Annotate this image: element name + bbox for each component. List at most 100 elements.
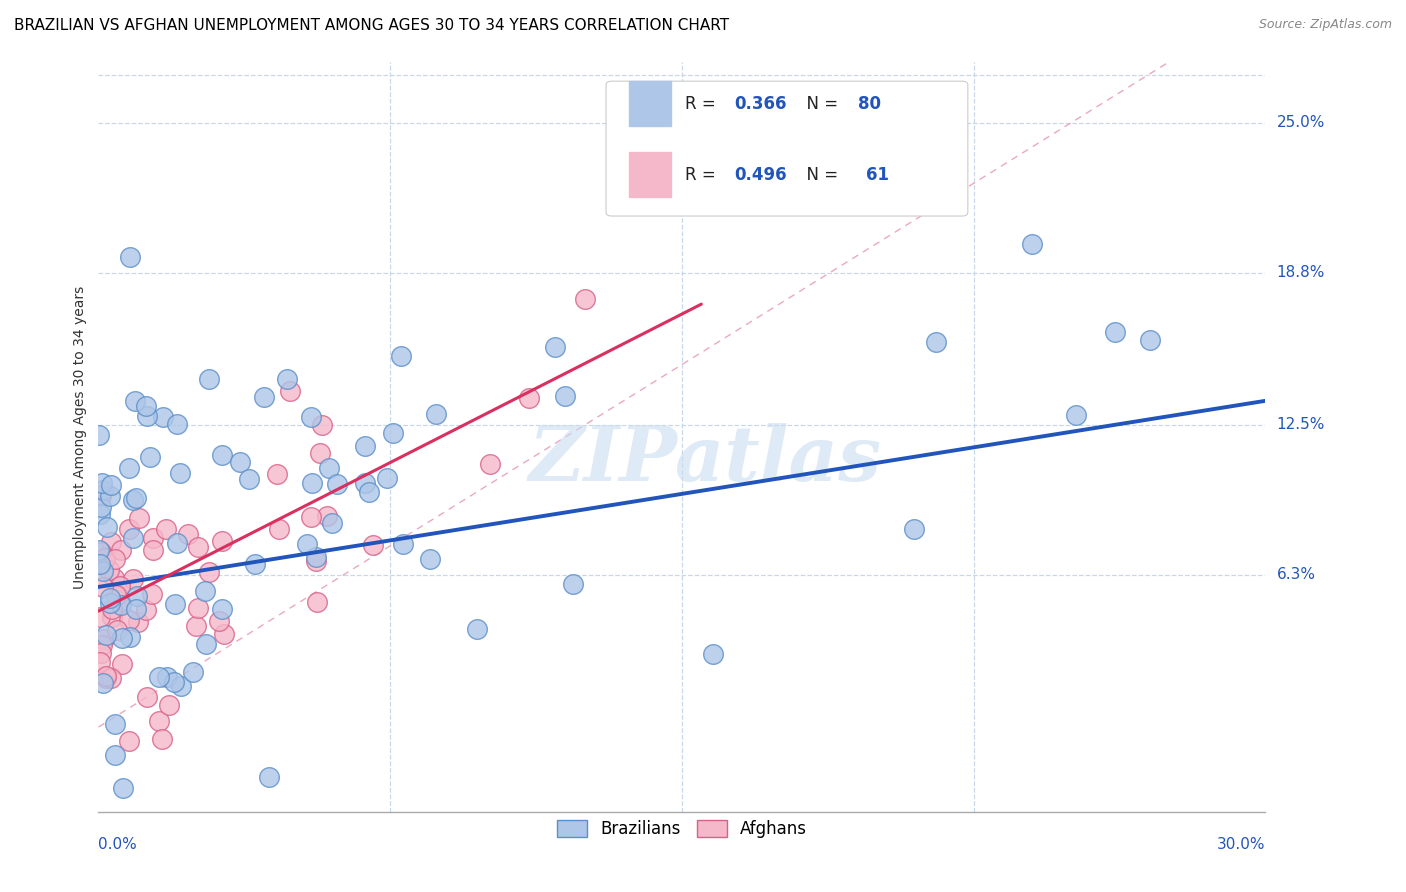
Point xyxy=(165,597,187,611)
Point xyxy=(135,602,157,616)
Legend: Brazilians, Afghans: Brazilians, Afghans xyxy=(550,814,814,845)
Point xyxy=(108,594,131,608)
Point xyxy=(94,671,117,685)
Point xyxy=(574,292,596,306)
Point xyxy=(105,624,128,638)
Point xyxy=(305,554,328,568)
Point xyxy=(141,543,163,558)
Point xyxy=(309,446,332,460)
Point xyxy=(89,610,111,624)
Point xyxy=(1139,334,1161,348)
Point xyxy=(148,670,170,684)
Point xyxy=(122,531,145,545)
Point xyxy=(118,733,141,747)
Point xyxy=(353,439,375,453)
Point xyxy=(211,533,233,548)
Text: Source: ZipAtlas.com: Source: ZipAtlas.com xyxy=(1258,18,1392,31)
Point xyxy=(110,543,132,558)
Point xyxy=(98,563,121,577)
Point xyxy=(266,467,288,481)
Point xyxy=(139,450,162,465)
Point xyxy=(186,618,208,632)
Point xyxy=(299,510,322,524)
Point xyxy=(389,350,412,364)
Point xyxy=(517,391,540,405)
Point xyxy=(89,655,111,669)
Point xyxy=(98,591,121,605)
Point xyxy=(229,455,252,469)
Point xyxy=(305,595,328,609)
Point xyxy=(103,747,125,762)
Point xyxy=(301,475,323,490)
Point xyxy=(194,584,217,599)
Point xyxy=(128,510,150,524)
Point xyxy=(104,552,127,566)
Point xyxy=(122,572,145,586)
Point xyxy=(208,614,231,628)
Point xyxy=(152,409,174,424)
Point xyxy=(87,427,110,442)
Point xyxy=(98,490,121,504)
Point xyxy=(152,731,174,746)
Point xyxy=(197,565,219,579)
Point xyxy=(118,522,141,536)
Point xyxy=(125,491,148,505)
Point xyxy=(148,714,170,728)
Point xyxy=(163,674,186,689)
Point xyxy=(107,588,129,602)
Text: 0.496: 0.496 xyxy=(734,166,787,184)
Point xyxy=(544,340,567,354)
Point xyxy=(91,638,114,652)
Text: N =: N = xyxy=(796,166,849,184)
Point xyxy=(118,613,141,627)
Point xyxy=(187,600,209,615)
Point xyxy=(181,665,204,679)
Point xyxy=(89,558,111,572)
Point xyxy=(96,519,118,533)
Point xyxy=(100,671,122,685)
Point xyxy=(101,602,124,616)
Point xyxy=(100,535,122,549)
Point xyxy=(156,670,179,684)
Text: BRAZILIAN VS AFGHAN UNEMPLOYMENT AMONG AGES 30 TO 34 YEARS CORRELATION CHART: BRAZILIAN VS AFGHAN UNEMPLOYMENT AMONG A… xyxy=(14,18,730,33)
Point xyxy=(311,417,333,432)
Point xyxy=(1064,408,1087,422)
Point xyxy=(1104,325,1126,339)
Text: 18.8%: 18.8% xyxy=(1277,265,1324,280)
FancyBboxPatch shape xyxy=(630,81,672,126)
Point xyxy=(295,536,318,550)
Point xyxy=(117,461,139,475)
Text: R =: R = xyxy=(685,166,721,184)
Point xyxy=(166,417,188,431)
Point xyxy=(157,698,180,712)
Point xyxy=(91,676,114,690)
Point xyxy=(111,657,134,671)
Point xyxy=(276,372,298,386)
Point xyxy=(91,483,114,497)
Text: R =: R = xyxy=(685,95,721,112)
Point xyxy=(127,590,149,604)
Point xyxy=(94,550,117,565)
Point xyxy=(425,407,447,421)
Point xyxy=(91,564,114,578)
Point xyxy=(91,580,114,594)
Point xyxy=(141,586,163,600)
Point xyxy=(135,399,157,413)
Point xyxy=(325,476,347,491)
Point xyxy=(112,780,135,795)
Point xyxy=(269,522,291,536)
Point xyxy=(479,457,502,471)
Point xyxy=(94,669,117,683)
Point xyxy=(111,631,134,645)
Point xyxy=(87,542,110,557)
Point xyxy=(361,538,384,552)
Point xyxy=(299,409,322,424)
Text: 30.0%: 30.0% xyxy=(1218,837,1265,852)
Point xyxy=(257,770,280,784)
Point xyxy=(211,448,233,462)
Point xyxy=(90,646,112,660)
Point xyxy=(142,531,165,545)
Point xyxy=(169,467,191,481)
Text: 61: 61 xyxy=(866,166,889,184)
Y-axis label: Unemployment Among Ages 30 to 34 years: Unemployment Among Ages 30 to 34 years xyxy=(73,285,87,589)
